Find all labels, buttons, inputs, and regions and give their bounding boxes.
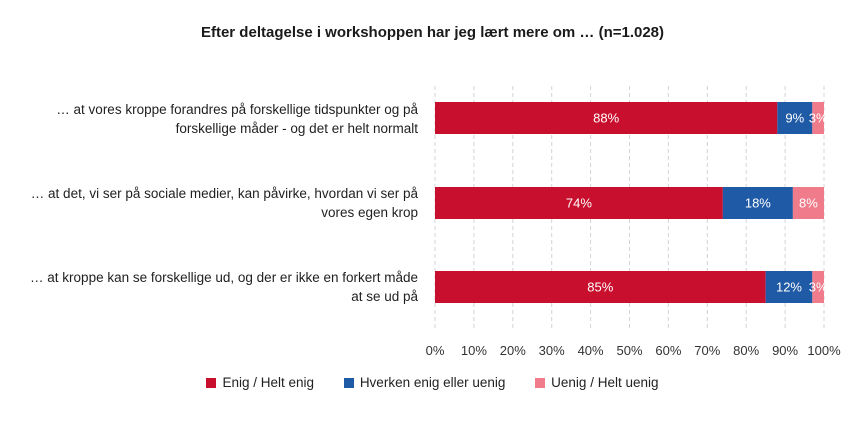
bar-data-label: 88% <box>593 111 619 126</box>
x-tick-label: 20% <box>500 343 526 358</box>
x-tick-label: 30% <box>539 343 565 358</box>
legend-label-neutral: Hverken enig eller uenig <box>359 375 506 390</box>
x-tick-label: 10% <box>461 343 487 358</box>
legend-swatch-neutral <box>343 377 354 388</box>
category-label-3: … at kroppe kan se forskellige ud, og de… <box>30 270 418 304</box>
category-label-1: … at vores kroppe forandres på forskelli… <box>56 102 418 136</box>
category-label-2: … at det, vi ser på sociale medier, kan … <box>30 186 418 220</box>
bar-segment <box>435 187 723 219</box>
bar-data-label: 3% <box>809 280 828 295</box>
bar-segment <box>792 187 824 219</box>
bar-data-label: 12% <box>776 280 802 295</box>
bar-data-label: 3% <box>809 111 828 126</box>
x-tick-label: 40% <box>578 343 604 358</box>
bar-data-label: 85% <box>587 280 613 295</box>
bar-segment <box>812 102 824 134</box>
legend: Enig / Helt enig Hverken enig eller ueni… <box>0 375 865 391</box>
bar-segment <box>765 271 813 303</box>
bar-data-label: 9% <box>785 111 804 126</box>
bar-segment <box>812 271 824 303</box>
chart-title: Efter deltagelse i workshoppen har jeg l… <box>200 24 665 41</box>
legend-item-disagree: Uenig / Helt uenig <box>535 375 659 390</box>
x-tick-label: 90% <box>772 343 798 358</box>
x-tick-label: 60% <box>655 343 681 358</box>
legend-item-agree: Enig / Helt enig <box>206 375 314 390</box>
bar-segment <box>435 271 766 303</box>
bar-segment <box>777 102 813 134</box>
x-tick-label: 70% <box>694 343 720 358</box>
bar-data-label: 18% <box>745 196 771 211</box>
legend-item-neutral: Hverken enig eller uenig <box>343 375 506 390</box>
bar-data-label: 8% <box>799 196 818 211</box>
bar-segment <box>435 102 778 134</box>
x-tick-label: 50% <box>616 343 642 358</box>
bar-data-label: 74% <box>566 196 592 211</box>
legend-swatch-agree <box>206 377 217 388</box>
bar-segment <box>722 187 793 219</box>
x-tick-label: 100% <box>807 343 841 358</box>
x-tick-label: 80% <box>733 343 759 358</box>
legend-label-agree: Enig / Helt enig <box>222 375 315 390</box>
x-tick-label: 0% <box>426 343 445 358</box>
legend-swatch-disagree <box>535 377 546 388</box>
legend-label-disagree: Uenig / Helt uenig <box>551 375 659 390</box>
